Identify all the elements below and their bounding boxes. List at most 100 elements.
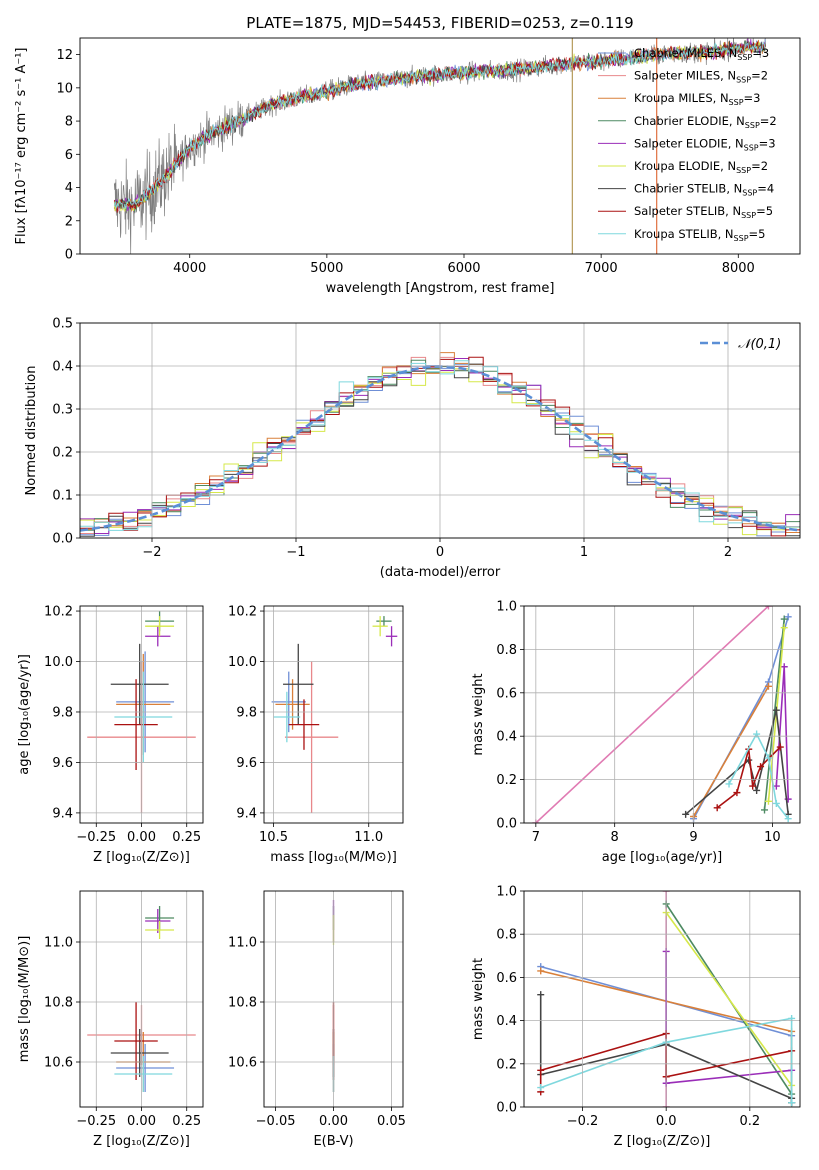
- x-tick-label: 7000: [585, 261, 618, 276]
- x-axis-label: wavelength [Angstrom, rest frame]: [326, 281, 555, 296]
- legend-entry: Chabrier MILES, NSSP=3: [634, 46, 769, 62]
- y-tick-label: 4: [65, 181, 73, 196]
- y-axis-label: mass weight: [471, 673, 486, 755]
- errorbar-point: [114, 1002, 158, 1080]
- x-tick-label: 0.00: [127, 830, 156, 845]
- errorbar-point: [145, 616, 175, 637]
- y-tick-label: 9.4: [236, 806, 257, 821]
- legend-entry: Kroupa MILES, NSSP=3: [634, 91, 760, 107]
- x-tick-label: 0.2: [739, 1114, 760, 1129]
- x-axis-label: E(B-V): [313, 1134, 353, 1149]
- mass-weight-series-salpeter_stelib: [716, 746, 781, 809]
- y-tick-label: 9.6: [236, 756, 257, 771]
- errorbar-point: [110, 643, 169, 725]
- errorbar-point: [116, 1044, 175, 1092]
- errorbar-point: [283, 643, 314, 725]
- y-tick-label: 8: [65, 115, 73, 130]
- mass-weight-marker: [713, 804, 721, 812]
- y-axis-label: Flux [fλ10⁻¹⁷ erg cm⁻² s⁻¹ A⁻¹]: [14, 48, 29, 245]
- x-tick-label: 11.0: [354, 830, 383, 845]
- figure-title: PLATE=1875, MJD=54453, FIBERID=0253, z=0…: [246, 14, 633, 32]
- errorbar-point: [114, 679, 158, 771]
- errorbar-point: [145, 921, 175, 939]
- y-tick-label: 0.8: [496, 928, 517, 943]
- x-tick-label: 0.0: [656, 1114, 677, 1129]
- y-tick-label: 10.0: [44, 655, 73, 670]
- y-axis-label: age [log₁₀(age/yr)]: [17, 654, 32, 775]
- errorbar-point: [114, 671, 173, 763]
- mass-weight-marker: [784, 815, 792, 823]
- errorbar-point: [271, 671, 306, 733]
- errorbar-point: [145, 909, 171, 933]
- mass-weight-marker: [537, 1084, 545, 1092]
- y-axis-label: mass [log₁₀(M/M⊙)]: [17, 936, 32, 1063]
- y-tick-label: 0.2: [496, 773, 517, 788]
- mass-weight-marker: [764, 682, 772, 690]
- mw_vs_Z-axes: −0.2 0.0 0.2 0.0 0.2 0.4 0.6 0.8 1.0 Z [log₁₀(Z/Z…: [471, 885, 801, 1149]
- legend-entry: Salpeter MILES, NSSP=2: [634, 69, 768, 85]
- y-tick-label: 0.0: [52, 532, 73, 547]
- x-tick-label: 8000: [722, 261, 755, 276]
- y-tick-label: 11.0: [228, 936, 257, 951]
- mass_vs_Z-axes: −0.25 0.00 0.25 10.6 10.8 11.0 Z [log₁₀(Z/Z⊙)]…: [17, 890, 204, 1149]
- y-tick-label: 2: [65, 214, 73, 229]
- y-tick-label: 0.6: [496, 686, 517, 701]
- mw_vs_age-plot-area: [532, 606, 792, 823]
- errorbar-point: [116, 651, 175, 753]
- x-tick-label: 7: [532, 830, 540, 845]
- errorbar-point: [284, 661, 339, 813]
- mass-weight-series-kroupa_stelib: [540, 1017, 793, 1103]
- mass-weight-marker: [761, 806, 769, 814]
- x-tick-label: 9: [689, 830, 697, 845]
- errorbar-point: [273, 691, 301, 743]
- mass-weight-marker: [780, 615, 788, 623]
- x-tick-label: 6000: [447, 261, 480, 276]
- mass-weight-marker: [764, 754, 772, 762]
- legend-entry: Chabrier ELODIE, NSSP=2: [634, 114, 777, 130]
- x-axis-label: Z [log₁₀(Z/Z⊙)]: [614, 1134, 711, 1149]
- x-tick-label: 10.5: [259, 830, 288, 845]
- axes-frame: [263, 890, 404, 1108]
- mass-weight-marker: [772, 706, 780, 714]
- mass-weight-series-kroupa_miles: [692, 685, 770, 817]
- x-tick-label: −0.25: [76, 830, 116, 845]
- axes-frame: [79, 37, 801, 255]
- legend-entry: Kroupa ELODIE, NSSP=2: [634, 159, 768, 175]
- mw_vs_age-axes: 7 8 9 10 0.0 0.2 0.4 0.6 0.8 1.0 age [log₁₀(age/yr…: [471, 600, 801, 865]
- x-tick-label: 5000: [310, 261, 343, 276]
- y-tick-label: 9.8: [52, 705, 73, 720]
- legend-entry: 𝒩(0,1): [738, 337, 781, 352]
- spectrum-legend: Chabrier MILES, NSSP=3 Salpeter MILES, NS…: [598, 46, 777, 243]
- mass-weight-marker: [537, 991, 545, 999]
- legend-entry: Salpeter ELODIE, NSSP=3: [634, 136, 776, 152]
- y-tick-label: 0.4: [52, 360, 73, 375]
- mass-weight-series-pink: [535, 606, 770, 823]
- x-tick-label: −2: [142, 545, 161, 560]
- x-tick-label: 1: [580, 545, 588, 560]
- mass-weight-marker: [749, 782, 757, 790]
- errorbar-point: [110, 1029, 169, 1077]
- age_vs_mass-plot-area: [271, 616, 398, 813]
- x-tick-label: 10: [764, 830, 781, 845]
- y-axis-label: mass weight: [471, 958, 486, 1040]
- y-tick-label: 0.6: [496, 971, 517, 986]
- x-tick-label: 0.00: [127, 1114, 156, 1129]
- y-tick-label: 0.2: [496, 1057, 517, 1072]
- y-tick-label: 1.0: [496, 600, 517, 615]
- x-tick-label: 0: [436, 545, 444, 560]
- x-tick-label: −0.2: [567, 1114, 599, 1129]
- y-tick-label: 10.2: [228, 605, 257, 620]
- mass-weight-marker: [753, 786, 761, 794]
- errorbar-point: [376, 616, 392, 627]
- x-tick-label: −1: [286, 545, 305, 560]
- residuals-axes: −2 −1 0 1 2 0.0 0.1 0.2 0.3 0.4 0.5 (data-model)/er…: [24, 317, 801, 580]
- y-tick-label: 10: [56, 81, 73, 96]
- mass-weight-marker: [776, 743, 784, 751]
- errorbar-point: [385, 626, 398, 647]
- y-tick-label: 11.0: [44, 936, 73, 951]
- y-tick-label: 1.0: [496, 885, 517, 900]
- x-tick-label: 0.25: [172, 1114, 201, 1129]
- x-tick-label: 8: [611, 830, 619, 845]
- legend-entry: Chabrier STELIB, NSSP=4: [634, 182, 774, 198]
